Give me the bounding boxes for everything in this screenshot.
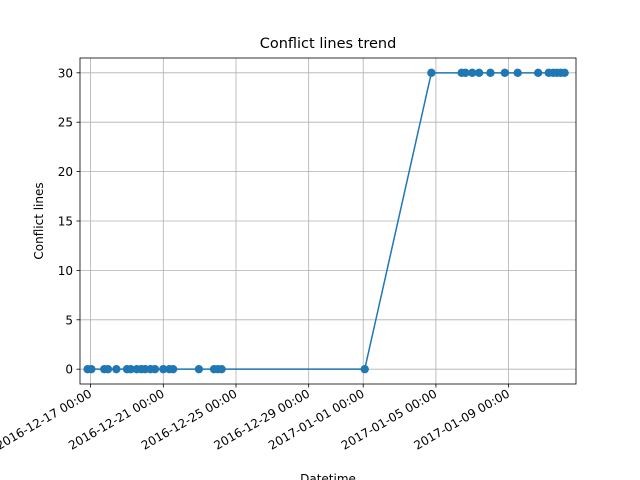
data-point xyxy=(486,68,495,78)
data-point xyxy=(103,364,113,374)
y-tick-label: 25 xyxy=(58,116,73,130)
chart-title: Conflict lines trend xyxy=(260,36,397,52)
data-point xyxy=(159,364,168,374)
y-tick-label: 30 xyxy=(58,66,73,80)
data-point xyxy=(217,364,226,374)
data-point xyxy=(168,364,178,374)
data-point xyxy=(150,364,160,374)
data-point xyxy=(533,68,543,78)
data-point xyxy=(112,364,121,374)
data-point xyxy=(500,68,510,78)
y-axis-ticks: 0 5 10 15 20 25 30 xyxy=(58,66,80,377)
y-tick-label: 15 xyxy=(58,215,73,229)
data-point xyxy=(560,68,569,78)
data-point xyxy=(513,68,522,78)
y-tick-label: 0 xyxy=(65,363,73,377)
x-axis-label: Datetime xyxy=(300,472,356,480)
y-axis-label: Conflict lines xyxy=(32,182,46,259)
data-point xyxy=(468,68,477,78)
data-point xyxy=(360,364,369,374)
series-layer xyxy=(83,68,569,374)
y-tick-label: 5 xyxy=(65,313,73,327)
y-tick-label: 10 xyxy=(58,264,73,278)
data-point xyxy=(87,364,96,374)
data-point xyxy=(194,364,204,374)
data-point xyxy=(474,68,484,78)
data-point xyxy=(461,68,470,78)
y-tick-label: 20 xyxy=(58,165,73,179)
data-point xyxy=(427,68,436,78)
data-point xyxy=(126,364,135,374)
